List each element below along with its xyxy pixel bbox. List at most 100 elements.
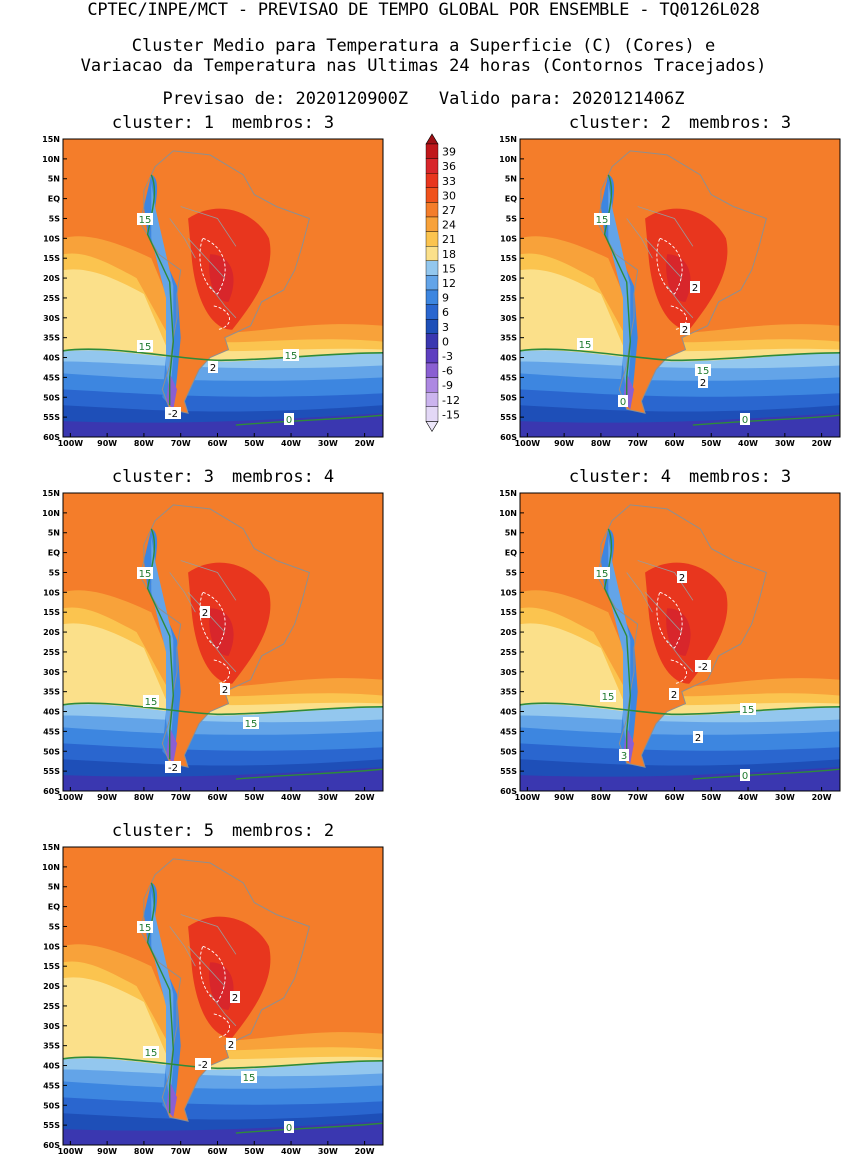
contour-label: 15 (283, 349, 299, 362)
lat-label: 25S (43, 648, 60, 657)
svg-text:2: 2 (695, 733, 701, 744)
coastline (139, 858, 310, 1122)
colorbar-arrow-bottom (425, 421, 439, 432)
lon-label: 90W (554, 439, 574, 448)
lat-label: 25S (500, 648, 517, 657)
colorbar-swatch (425, 231, 439, 247)
svg-text:2: 2 (692, 283, 698, 294)
lat-label: 5S (49, 922, 61, 931)
lat-label: 45S (43, 727, 60, 736)
lat-label: 25S (43, 1002, 60, 1011)
svg-text:15: 15 (697, 366, 710, 377)
colorbar-swatch (425, 158, 439, 174)
colorbar-label: 39 (442, 146, 456, 159)
contour-label: 15 (577, 338, 593, 351)
lat-label: EQ (48, 195, 60, 204)
map-frame (62, 138, 384, 438)
map-frame (62, 492, 384, 792)
svg-text:0: 0 (620, 397, 626, 408)
svg-text:15: 15 (139, 342, 152, 353)
lon-label: 100W (515, 439, 541, 448)
lon-label: 90W (97, 1147, 117, 1156)
lat-label: 15N (499, 135, 517, 144)
colorbar-label: 27 (442, 204, 456, 217)
svg-text:-2: -2 (168, 763, 178, 774)
lon-label: 20W (812, 793, 832, 802)
colorbar-label: -15 (442, 408, 460, 421)
colorbar-label: 33 (442, 175, 456, 188)
members-label: membros: (689, 113, 771, 133)
panel-title-cluster-2: cluster: 2 membros: 3 (520, 113, 840, 133)
colorbar-swatch (425, 406, 439, 422)
colorbar-label: -3 (442, 350, 453, 363)
cluster-number: 2 (660, 113, 671, 133)
members-count: 3 (780, 113, 792, 133)
lon-label: 50W (244, 1147, 264, 1156)
lon-label: 40W (738, 793, 758, 802)
lat-label: 40S (43, 708, 60, 717)
lon-label: 40W (281, 793, 301, 802)
contour-label: 2 (220, 683, 230, 696)
lat-label: 5S (506, 568, 518, 577)
contour-label: 0 (284, 413, 294, 426)
members-label: membros: (232, 821, 314, 841)
isotherm-0 (692, 414, 840, 426)
lon-label: 20W (355, 793, 375, 802)
lat-label: 5S (49, 214, 61, 223)
colorbar-swatch (425, 289, 439, 305)
lat-label: 20S (500, 628, 517, 637)
cluster-number: 3 (203, 467, 214, 487)
lat-label: 45S (500, 727, 517, 736)
isotherm-15 (63, 348, 383, 362)
lat-label: 55S (500, 413, 517, 422)
variation-contour (199, 591, 226, 649)
lon-label: 60W (207, 793, 227, 802)
lat-label: 10N (499, 509, 517, 518)
svg-text:2: 2 (228, 1040, 234, 1051)
contour-label: 2 (698, 376, 708, 389)
svg-text:15: 15 (139, 215, 152, 226)
contour-label: 2 (200, 606, 210, 619)
lon-label: 100W (58, 1147, 84, 1156)
lat-label: 50S (500, 393, 517, 402)
figure-subtitle-line-1: Cluster Medio para Temperatura a Superfi… (131, 36, 716, 56)
isotherm-0 (235, 768, 383, 780)
contour-label: 0 (284, 1121, 294, 1134)
svg-text:-2: -2 (168, 409, 178, 420)
cluster-number: 5 (203, 821, 214, 841)
colorbar-label: 12 (442, 277, 456, 290)
contour-label: -2 (165, 407, 181, 420)
lon-label: 60W (207, 1147, 227, 1156)
lon-label: 60W (664, 793, 684, 802)
temperature-field (63, 847, 383, 1145)
lon-label: 50W (701, 439, 721, 448)
colorbar-label: 36 (442, 160, 456, 173)
lon-label: 70W (628, 439, 648, 448)
svg-text:-2: -2 (698, 662, 708, 673)
contour-label: 0 (740, 769, 750, 782)
temperature-map-cluster-3: 15 2 2 15 15 -2 15N 10N 5N EQ 5S 10S 15S 20S 25S 30S 35S… (42, 489, 384, 802)
lon-label: 30W (318, 439, 338, 448)
members-count: 3 (323, 113, 335, 133)
lat-label: 5N (48, 883, 60, 892)
colorbar-label: 6 (442, 306, 449, 319)
svg-text:2: 2 (232, 993, 238, 1004)
contour-label: 0 (618, 395, 628, 408)
svg-text:2: 2 (202, 608, 208, 619)
lat-label: 40S (43, 1062, 60, 1071)
colorbar-swatch (425, 392, 439, 408)
coastline (139, 504, 310, 768)
isotherm-15 (520, 702, 840, 716)
colorbar-swatch (425, 260, 439, 276)
members-count: 2 (323, 821, 335, 841)
colorbar-label: -6 (442, 365, 453, 378)
map-frame (519, 492, 841, 792)
contour-label: 2 (693, 731, 703, 744)
contour-label: -2 (195, 1058, 211, 1071)
svg-text:2: 2 (210, 363, 216, 374)
lat-label: 10S (43, 234, 60, 243)
contour-label: 15 (143, 1046, 159, 1059)
lon-label: 20W (355, 439, 375, 448)
lon-label: 90W (97, 793, 117, 802)
cluster-label: cluster: (568, 467, 651, 487)
